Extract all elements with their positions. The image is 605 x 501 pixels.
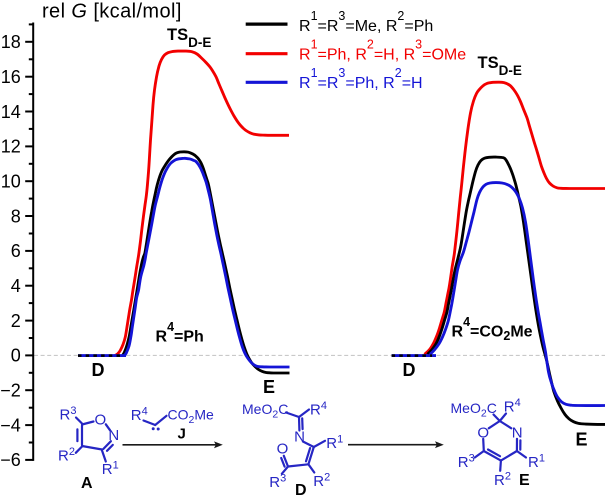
svg-text:E: E — [576, 430, 588, 450]
svg-text:10: 10 — [1, 172, 21, 192]
svg-text:8: 8 — [11, 206, 21, 226]
svg-text:D: D — [403, 360, 416, 380]
svg-text:O: O — [94, 412, 106, 429]
svg-text:14: 14 — [1, 102, 21, 122]
svg-text:4: 4 — [11, 276, 21, 296]
svg-text:E: E — [263, 377, 275, 397]
svg-text:−4: −4 — [0, 415, 21, 435]
svg-text:−2: −2 — [0, 381, 21, 401]
svg-text:18: 18 — [1, 32, 21, 52]
svg-text:16: 16 — [1, 67, 21, 87]
svg-text:0: 0 — [11, 346, 21, 366]
svg-text:E: E — [519, 472, 530, 489]
svg-text:N: N — [294, 429, 305, 446]
svg-text:12: 12 — [1, 137, 21, 157]
svg-text:D: D — [295, 482, 307, 496]
svg-text:O: O — [277, 441, 289, 458]
svg-text:2: 2 — [11, 311, 21, 331]
svg-text:J: J — [178, 425, 186, 442]
svg-text:−6: −6 — [0, 450, 21, 470]
svg-text:6: 6 — [11, 241, 21, 261]
svg-text:D: D — [92, 360, 105, 380]
svg-text:A: A — [81, 475, 93, 492]
svg-text:rel G [kcal/mol]: rel G [kcal/mol] — [42, 1, 182, 23]
